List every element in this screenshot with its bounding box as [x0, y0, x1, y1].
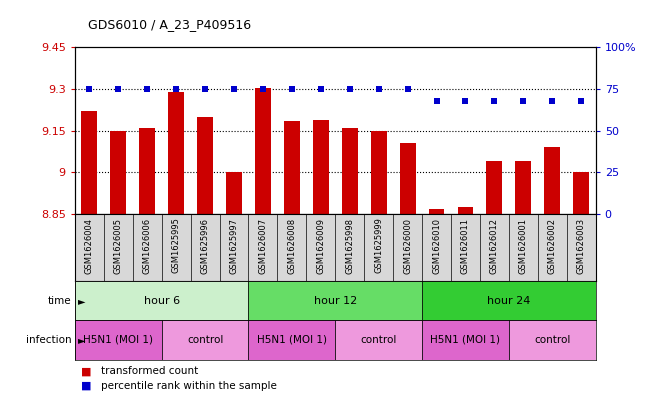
Bar	[422, 320, 509, 360]
Text: transformed count: transformed count	[101, 366, 198, 376]
Point	[402, 86, 413, 92]
Text: hour 6: hour 6	[144, 296, 180, 306]
Bar	[81, 111, 97, 214]
Text: ►: ►	[78, 296, 86, 306]
Text: time: time	[48, 296, 72, 306]
Bar	[313, 119, 329, 214]
Text: percentile rank within the sample: percentile rank within the sample	[101, 381, 277, 391]
Bar	[249, 320, 335, 360]
Point	[344, 86, 355, 92]
Text: GSM1625998: GSM1625998	[345, 218, 354, 274]
Point	[576, 97, 587, 104]
Bar	[110, 130, 126, 214]
Text: ■: ■	[81, 381, 92, 391]
Text: GSM1626001: GSM1626001	[519, 218, 528, 274]
Text: GSM1626008: GSM1626008	[287, 218, 296, 274]
Bar	[284, 121, 300, 214]
Text: H5N1 (MOI 1): H5N1 (MOI 1)	[83, 335, 153, 345]
Bar	[249, 281, 422, 320]
Bar	[226, 173, 242, 214]
Text: control: control	[361, 335, 397, 345]
Text: infection: infection	[26, 335, 72, 345]
Text: H5N1 (MOI 1): H5N1 (MOI 1)	[257, 335, 327, 345]
Bar	[544, 147, 561, 214]
Point	[518, 97, 529, 104]
Bar	[197, 117, 213, 214]
Text: GSM1626009: GSM1626009	[316, 218, 326, 274]
Text: hour 12: hour 12	[314, 296, 357, 306]
Text: GDS6010 / A_23_P409516: GDS6010 / A_23_P409516	[88, 18, 251, 31]
Text: GSM1626003: GSM1626003	[577, 218, 586, 274]
Bar	[342, 128, 357, 214]
Bar	[458, 207, 473, 214]
Point	[432, 97, 442, 104]
Bar	[255, 88, 271, 214]
Text: GSM1626004: GSM1626004	[85, 218, 94, 274]
Text: ►: ►	[78, 335, 86, 345]
Text: H5N1 (MOI 1): H5N1 (MOI 1)	[430, 335, 501, 345]
Bar	[428, 209, 445, 214]
Point	[316, 86, 326, 92]
Bar	[335, 320, 422, 360]
Text: GSM1626006: GSM1626006	[143, 218, 152, 274]
Point	[84, 86, 94, 92]
Text: GSM1625999: GSM1625999	[374, 218, 383, 274]
Text: GSM1626007: GSM1626007	[258, 218, 268, 274]
Text: GSM1626011: GSM1626011	[461, 218, 470, 274]
Bar	[75, 281, 249, 320]
Point	[460, 97, 471, 104]
Bar	[422, 281, 596, 320]
Text: hour 24: hour 24	[487, 296, 531, 306]
Point	[142, 86, 152, 92]
Point	[200, 86, 210, 92]
Point	[489, 97, 499, 104]
Point	[374, 86, 384, 92]
Point	[229, 86, 239, 92]
Bar	[574, 173, 589, 214]
Bar	[516, 161, 531, 214]
Text: GSM1626000: GSM1626000	[403, 218, 412, 274]
Bar	[486, 161, 503, 214]
Bar	[161, 320, 249, 360]
Bar	[509, 320, 596, 360]
Point	[258, 86, 268, 92]
Bar	[75, 320, 161, 360]
Text: GSM1625995: GSM1625995	[172, 218, 180, 274]
Text: GSM1626002: GSM1626002	[547, 218, 557, 274]
Text: GSM1626005: GSM1626005	[114, 218, 123, 274]
Text: ■: ■	[81, 366, 92, 376]
Text: GSM1626012: GSM1626012	[490, 218, 499, 274]
Text: control: control	[187, 335, 223, 345]
Bar	[168, 92, 184, 214]
Text: GSM1626010: GSM1626010	[432, 218, 441, 274]
Point	[113, 86, 124, 92]
Text: GSM1625997: GSM1625997	[230, 218, 238, 274]
Bar	[400, 143, 415, 214]
Point	[171, 86, 182, 92]
Text: GSM1625996: GSM1625996	[201, 218, 210, 274]
Point	[286, 86, 297, 92]
Point	[547, 97, 557, 104]
Bar	[139, 128, 155, 214]
Bar	[370, 130, 387, 214]
Text: control: control	[534, 335, 570, 345]
